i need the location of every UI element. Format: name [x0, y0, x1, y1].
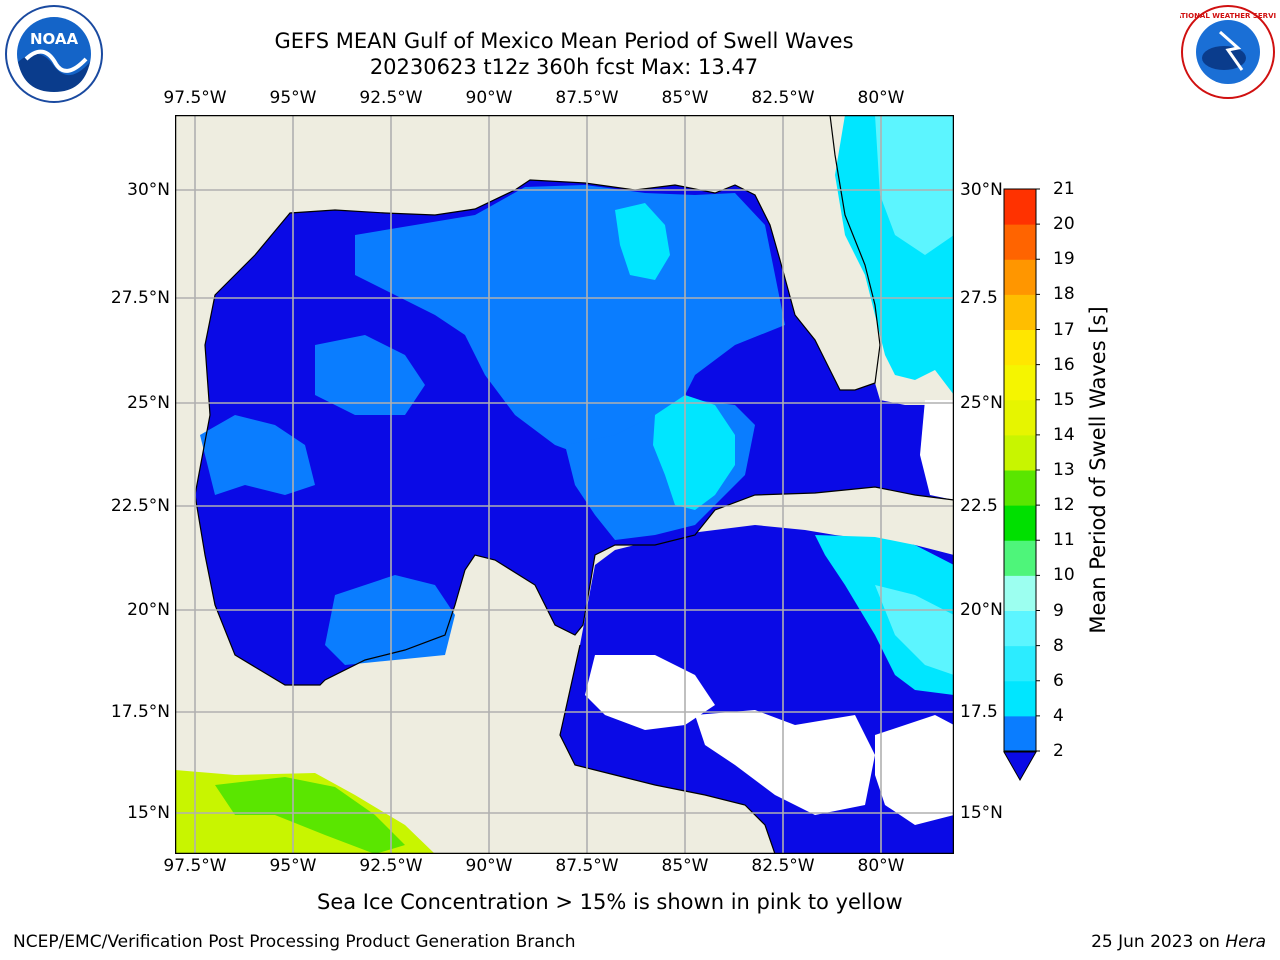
map-panel	[175, 115, 954, 854]
colorbar-tick-label: 9	[1053, 600, 1064, 621]
lon-label-bottom: 80°W	[857, 856, 905, 876]
lat-label-right: 22.5	[960, 496, 998, 516]
colorbar-tick-label: 15	[1053, 389, 1075, 410]
colorbar-tick-label: 13	[1053, 460, 1075, 480]
colorbar-segment	[1004, 505, 1036, 541]
colorbar-tick-label: 19	[1053, 249, 1075, 270]
lat-label-left: 15°N	[127, 803, 170, 823]
lon-label-top: 82.5°W	[751, 88, 815, 108]
swell-4s-region-mid	[315, 335, 425, 415]
pacific-green-patch	[215, 777, 405, 854]
lon-label-top: 92.5°W	[359, 88, 423, 108]
colorbar-tick-label: 16	[1053, 354, 1075, 375]
colorbar-segment	[1004, 294, 1036, 330]
lat-label-right: 30°N	[960, 180, 1003, 200]
lat-label-right: 25°N	[960, 393, 1003, 413]
lon-label-bottom: 87.5°W	[555, 856, 619, 876]
lon-label-top: 97.5°W	[163, 88, 227, 108]
colorbar-segment	[1004, 610, 1036, 647]
colorbar-label: Mean Period of Swell Waves [s]	[1086, 306, 1110, 634]
lon-label-bottom: 95°W	[269, 856, 317, 876]
lat-label-right: 15°N	[960, 803, 1003, 823]
colorbar-tick-label: 18	[1053, 284, 1075, 305]
colorbar-segment	[1004, 224, 1036, 260]
noaa-logo-text: NOAA	[30, 30, 79, 48]
footer-right: 25 Jun 2023 on Hera	[1091, 932, 1266, 952]
lat-label-left: 20°N	[127, 600, 170, 620]
colorbar-tick-label: 8	[1053, 635, 1064, 656]
colorbar-segment	[1004, 715, 1036, 752]
colorbar-tick-label: 11	[1053, 530, 1075, 551]
colorbar-extend-triangle	[1003, 751, 1037, 782]
lat-label-right: 17.5	[960, 702, 998, 722]
nws-logo-text: NATIONAL WEATHER SERVICE	[1180, 12, 1276, 20]
colorbar-tick-label: 10	[1053, 565, 1075, 586]
colorbar-segment	[1004, 680, 1036, 717]
swell-4s-region-west	[200, 415, 315, 495]
swell-6s-region-north	[615, 203, 670, 280]
colorbar-segment	[1004, 645, 1036, 682]
no-data-patch-se	[875, 715, 954, 825]
lat-label-left: 17.5°N	[110, 702, 170, 722]
colorbar-tick-label: 6	[1053, 670, 1064, 691]
atlantic-light-patch	[875, 115, 954, 255]
lat-label-left: 25°N	[127, 393, 170, 413]
swell-6s-region-center	[653, 395, 735, 510]
lon-label-bottom: 97.5°W	[163, 856, 227, 876]
lat-label-left: 30°N	[127, 180, 170, 200]
colorbar	[1003, 188, 1040, 782]
colorbar-tick-label: 20	[1053, 214, 1075, 235]
noaa-logo: NOAA	[5, 5, 103, 103]
lon-label-top: 95°W	[269, 88, 317, 108]
lat-label-left: 27.5°N	[110, 288, 170, 308]
colorbar-segment	[1004, 364, 1036, 401]
chart-subtitle: 20230623 t12z 360h fcst Max: 13.47	[369, 55, 759, 79]
chart-title: GEFS MEAN Gulf of Mexico Mean Period of …	[274, 29, 854, 53]
colorbar-segment	[1004, 434, 1036, 471]
lat-label-right: 20°N	[960, 600, 1003, 620]
lat-label-right: 27.5	[960, 288, 998, 308]
colorbar-segment	[1004, 189, 1036, 225]
lon-label-bottom: 90°W	[465, 856, 513, 876]
colorbar-tick-label: 14	[1053, 424, 1075, 445]
lon-label-bottom: 85°W	[661, 856, 709, 876]
lon-label-bottom: 92.5°W	[359, 856, 423, 876]
colorbar-tick-label: 21	[1053, 179, 1075, 199]
graticule	[175, 115, 954, 854]
swell-4s-region-sw	[325, 575, 455, 665]
colorbar-tick-label: 4	[1053, 705, 1064, 726]
colorbar-segment	[1004, 399, 1036, 436]
no-data-patch-east	[695, 710, 875, 815]
sea-ice-caption: Sea Ice Concentration > 15% is shown in …	[317, 890, 903, 914]
nws-logo: NATIONAL WEATHER SERVICE	[1180, 5, 1276, 99]
footer-host: Hera	[1225, 932, 1266, 952]
colorbar-tick-label: 2	[1053, 741, 1064, 761]
lon-label-top: 87.5°W	[555, 88, 619, 108]
lon-label-top: 85°W	[661, 88, 709, 108]
colorbar-segment	[1004, 470, 1036, 506]
swell-4s-region-north	[355, 185, 785, 460]
colorbar-segment	[1004, 540, 1036, 576]
colorbar-tick-label: 12	[1053, 495, 1075, 516]
colorbar-segment	[1004, 329, 1036, 366]
lon-label-top: 90°W	[465, 88, 513, 108]
caribbean-light-region	[875, 585, 954, 675]
footer-date: 25 Jun 2023 on	[1091, 932, 1226, 952]
footer-left: NCEP/EMC/Verification Post Processing Pr…	[13, 932, 576, 952]
colorbar-segment	[1004, 259, 1036, 295]
lat-label-left: 22.5°N	[110, 496, 170, 516]
colorbar-segment	[1004, 575, 1036, 611]
colorbar-tick-label: 17	[1053, 319, 1075, 340]
lon-label-bottom: 82.5°W	[751, 856, 815, 876]
lon-label-top: 80°W	[857, 88, 905, 108]
map-frame	[175, 115, 954, 854]
no-data-patch-atlantic	[920, 400, 954, 500]
